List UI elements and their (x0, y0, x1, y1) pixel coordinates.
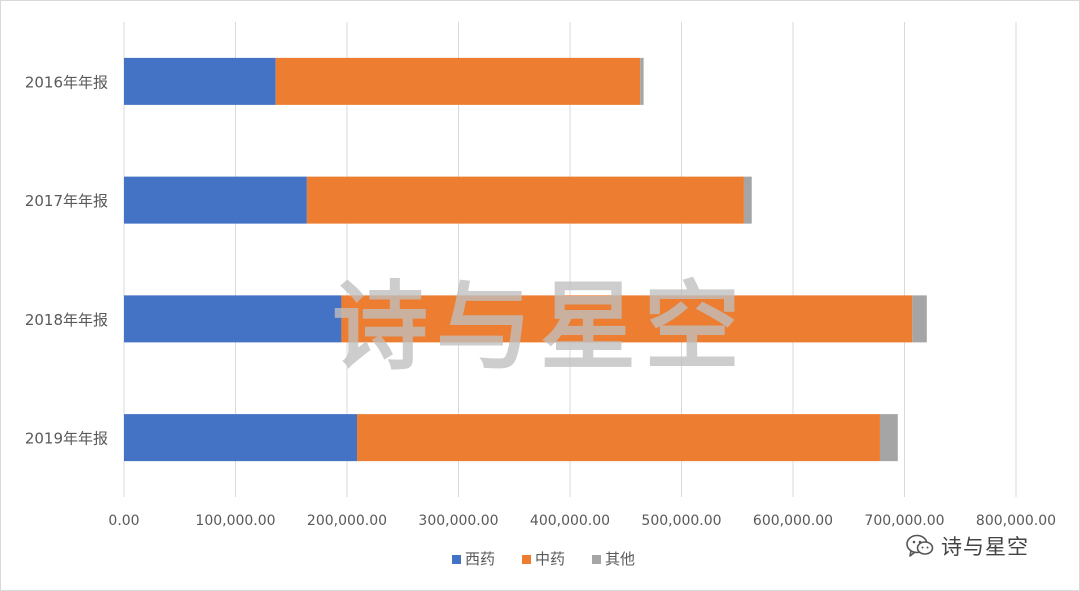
wechat-badge: 诗与星空 (905, 526, 1029, 566)
bar-1-series-0 (124, 176, 307, 224)
category-label-2: 2018年年报 (25, 311, 108, 329)
bar-0-series-2 (640, 57, 644, 105)
bar-0-series-0 (124, 57, 276, 105)
bar-2-series-0 (124, 295, 342, 343)
bar-0-series-1 (275, 57, 641, 105)
bar-3-series-2 (879, 414, 898, 462)
bar-2-series-2 (912, 295, 927, 343)
x-tick-label-3: 300,000.00 (418, 513, 498, 529)
legend-swatch-1 (522, 555, 531, 564)
bar-series (124, 57, 927, 462)
x-tick-label-2: 200,000.00 (307, 513, 387, 529)
x-tick-labels: 0.00 100,000.00 200,000.00 300,000.00 400,00… (108, 513, 1056, 529)
x-tick-label-6: 600,000.00 (753, 513, 833, 529)
x-tick-label-5: 500,000.00 (641, 513, 721, 529)
legend: 西药 中药 其他 (452, 550, 635, 568)
x-tick-label-8: 800,000.00 (976, 513, 1056, 529)
category-label-1: 2017年年报 (25, 192, 108, 210)
x-tick-label-4: 400,000.00 (530, 513, 610, 529)
category-label-3: 2019年年报 (25, 430, 108, 448)
x-tick-label-7: 700,000.00 (864, 513, 944, 529)
watermark-text: 诗与星空 (332, 271, 748, 383)
legend-label-1: 中药 (535, 550, 565, 568)
bar-1-series-1 (306, 176, 744, 224)
legend-swatch-2 (592, 555, 601, 564)
legend-label-2: 其他 (605, 550, 635, 568)
category-labels: 2016年年报 2017年年报 2018年年报 2019年年报 (25, 73, 108, 447)
legend-label-0: 西药 (465, 550, 495, 568)
category-label-0: 2016年年报 (25, 73, 108, 91)
x-tick-label-1: 100,000.00 (195, 513, 275, 529)
legend-swatch-0 (452, 555, 461, 564)
badge-text: 诗与星空 (941, 535, 1029, 559)
wechat-icon (906, 534, 934, 557)
x-tick-label-0: 0.00 (108, 513, 139, 529)
bar-1-series-2 (743, 176, 752, 224)
bar-3-series-0 (124, 414, 358, 462)
bar-2-series-1 (341, 295, 913, 343)
bar-3-series-1 (357, 414, 880, 462)
